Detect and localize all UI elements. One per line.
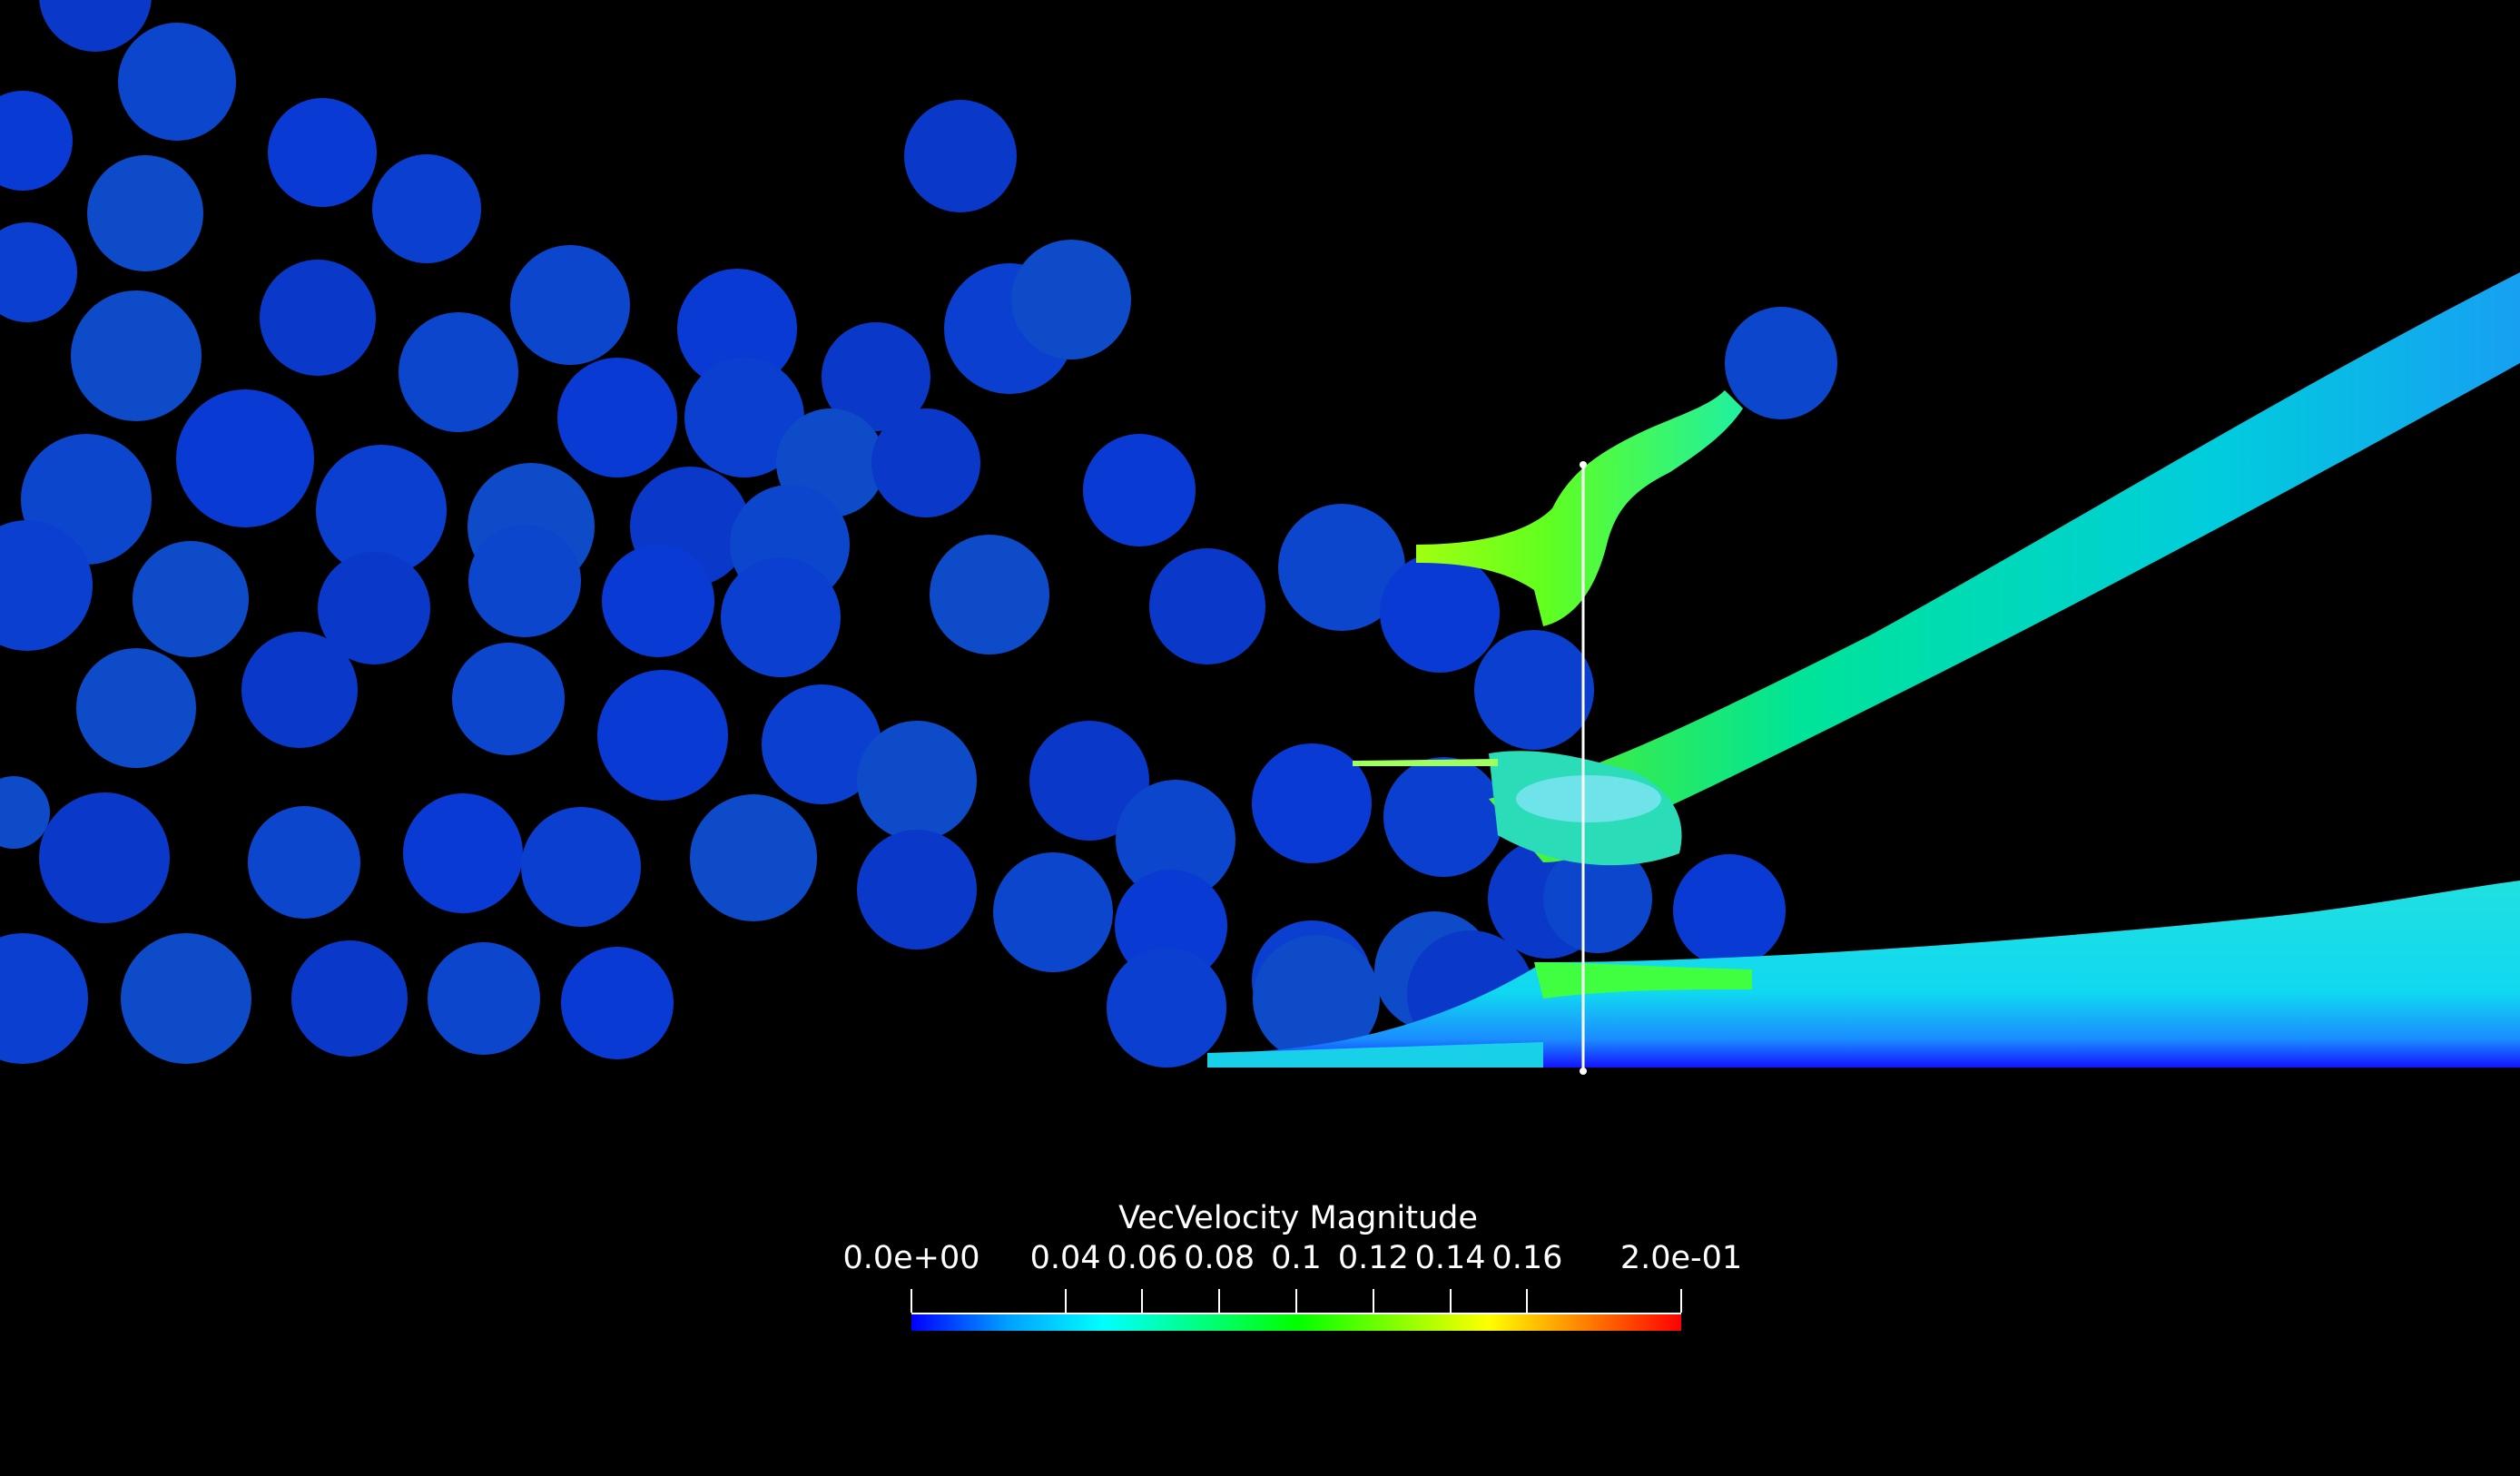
grain xyxy=(452,643,565,755)
grain xyxy=(1029,721,1149,841)
grain xyxy=(1278,504,1405,631)
tick-mark xyxy=(1372,1289,1374,1313)
legend-title: VecVelocity Magnitude xyxy=(1118,1200,1478,1236)
tick-label: 0.14 xyxy=(1414,1240,1486,1276)
grain xyxy=(0,776,50,849)
grain xyxy=(684,358,804,477)
grain xyxy=(1673,854,1786,967)
probe-line[interactable] xyxy=(1580,461,1587,1075)
tick-label: 0.08 xyxy=(1184,1240,1255,1276)
grain xyxy=(993,852,1113,972)
grain xyxy=(468,525,581,637)
grain xyxy=(318,552,430,664)
tick-label: 0.1 xyxy=(1271,1240,1322,1276)
grain xyxy=(1107,948,1226,1068)
grain xyxy=(1252,743,1372,863)
grain xyxy=(602,545,714,657)
grain xyxy=(0,520,93,651)
grain xyxy=(1380,553,1500,673)
grain xyxy=(597,670,728,801)
grain xyxy=(721,557,841,677)
grain xyxy=(1011,240,1131,359)
grain xyxy=(0,933,88,1064)
tick-mark xyxy=(1295,1289,1297,1313)
tick-label: 0.12 xyxy=(1337,1240,1409,1276)
grain xyxy=(1083,434,1196,546)
grain xyxy=(403,793,523,913)
tick-label: 2.0e-01 xyxy=(1619,1240,1743,1276)
grain xyxy=(762,684,881,804)
tick-mark xyxy=(1218,1289,1221,1313)
grain xyxy=(372,154,481,263)
tick-label: 0.04 xyxy=(1029,1240,1101,1276)
grain xyxy=(1149,548,1265,664)
grain xyxy=(118,23,236,141)
grain xyxy=(857,721,977,841)
tick-mark xyxy=(1526,1289,1529,1313)
tick-label: 0.0e+00 xyxy=(842,1240,980,1276)
grain xyxy=(76,648,196,768)
tick-mark xyxy=(1680,1289,1682,1313)
grain xyxy=(557,358,677,477)
tick-label: 0.06 xyxy=(1107,1240,1178,1276)
grain xyxy=(268,98,377,207)
tick-label: 0.16 xyxy=(1491,1240,1563,1276)
grain xyxy=(857,830,977,950)
grain xyxy=(561,947,674,1059)
color-bar xyxy=(911,1313,1681,1331)
grain xyxy=(121,933,251,1064)
grain xyxy=(904,100,1017,212)
grain xyxy=(1543,844,1652,953)
tick-mark xyxy=(1064,1289,1067,1313)
grain xyxy=(510,245,630,365)
grain xyxy=(316,445,447,576)
grain xyxy=(521,807,641,927)
grain xyxy=(248,806,360,919)
tick-mark xyxy=(911,1289,912,1313)
bottom-jet xyxy=(1207,881,2520,1068)
grain xyxy=(930,535,1049,654)
grain xyxy=(176,389,314,527)
grain xyxy=(399,312,518,432)
grain xyxy=(1253,935,1380,1062)
grain xyxy=(677,269,797,389)
grain xyxy=(260,260,376,376)
flow-bands xyxy=(1207,272,2520,1068)
grain xyxy=(241,632,358,748)
upper-branch xyxy=(1416,390,1743,626)
tick-mark xyxy=(1141,1289,1144,1313)
middle-lobe-core xyxy=(1516,775,1661,822)
grain-packing xyxy=(0,0,1837,1068)
grain xyxy=(690,794,817,921)
bottom-wall-layer xyxy=(1207,1042,1543,1068)
grain xyxy=(291,940,408,1057)
grain xyxy=(822,322,930,431)
bottom-jet-inflow xyxy=(1534,962,1752,999)
middle-feeder xyxy=(1353,759,1498,766)
grain xyxy=(39,792,170,923)
grain xyxy=(71,290,202,421)
upper-jet-band xyxy=(1489,272,2520,862)
grain xyxy=(0,222,77,322)
grain xyxy=(428,942,540,1055)
grain xyxy=(1725,307,1837,419)
grain xyxy=(0,91,73,191)
grain xyxy=(1474,630,1594,750)
grain xyxy=(133,541,249,657)
grain xyxy=(39,0,152,52)
grain xyxy=(1383,757,1503,877)
grain xyxy=(1116,780,1235,900)
tick-mark xyxy=(1449,1289,1452,1313)
grain xyxy=(871,408,980,517)
grain xyxy=(87,155,203,271)
